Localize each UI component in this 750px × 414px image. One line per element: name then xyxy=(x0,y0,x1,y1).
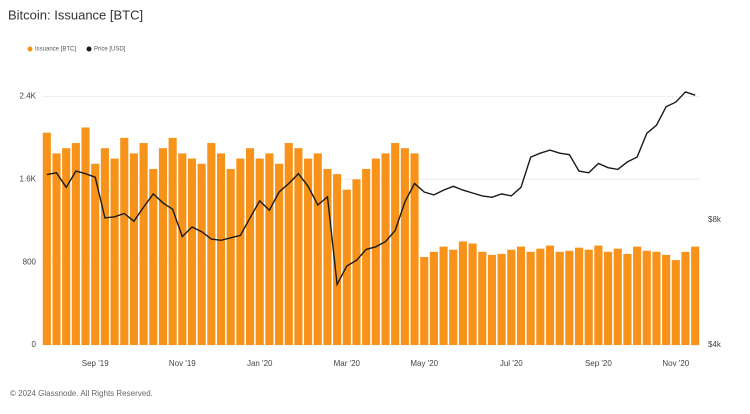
bar xyxy=(662,254,671,345)
x-tick-label: Nov '20 xyxy=(662,359,689,368)
bar xyxy=(391,143,400,345)
bar xyxy=(304,158,313,345)
x-tick-label: May '20 xyxy=(410,359,438,368)
bar xyxy=(584,249,593,345)
legend-swatch xyxy=(27,46,33,52)
bar xyxy=(245,148,255,345)
bar xyxy=(333,174,342,345)
y2-tick-label: $8k xyxy=(708,215,722,224)
bar xyxy=(623,253,632,345)
bar xyxy=(507,249,516,345)
bar xyxy=(420,256,429,345)
bar xyxy=(187,158,197,345)
bar xyxy=(226,168,235,345)
bar xyxy=(497,253,506,345)
bar xyxy=(158,148,168,345)
bar xyxy=(42,132,51,345)
bar xyxy=(536,248,545,345)
bar xyxy=(265,153,274,345)
bar xyxy=(642,250,651,345)
bar xyxy=(207,143,216,345)
bar xyxy=(275,163,284,345)
bar xyxy=(671,260,680,345)
bar xyxy=(139,143,148,345)
bar xyxy=(149,168,158,345)
bar xyxy=(100,148,109,345)
bar xyxy=(52,153,61,345)
bar xyxy=(633,246,642,345)
bar xyxy=(62,148,71,345)
bar xyxy=(313,153,322,345)
bar xyxy=(613,248,622,345)
bar xyxy=(681,251,690,345)
bar xyxy=(516,246,526,345)
x-tick-label: Sep '20 xyxy=(585,359,612,368)
footer: © 2024 Glassnode. All Rights Reserved. xyxy=(10,389,153,398)
bar xyxy=(197,163,206,345)
bar xyxy=(449,249,458,345)
x-tick-label: Nov '19 xyxy=(169,359,196,368)
bar xyxy=(429,251,438,345)
bar xyxy=(487,254,497,345)
bar xyxy=(216,153,226,345)
y-tick-label: 0 xyxy=(32,340,37,349)
bar xyxy=(294,148,303,345)
bar xyxy=(594,245,603,345)
price-line xyxy=(46,91,696,287)
x-tick-label: Jan '20 xyxy=(247,359,273,368)
bar xyxy=(129,153,138,345)
x-tick-label: Jul '20 xyxy=(500,359,523,368)
bar xyxy=(71,143,80,345)
bar xyxy=(526,251,535,345)
x-tick-label: Mar '20 xyxy=(334,359,361,368)
bar xyxy=(400,148,409,345)
bar xyxy=(168,137,177,345)
bar xyxy=(468,243,477,345)
y-tick-label: 2.4K xyxy=(20,92,37,101)
y-tick-label: 1.6K xyxy=(20,174,37,183)
y-tick-label: 800 xyxy=(23,257,37,266)
bar xyxy=(691,246,700,345)
bar xyxy=(91,163,100,345)
bar xyxy=(236,158,245,345)
bar xyxy=(120,137,129,345)
chart-title: Bitcoin: Issuance [BTC] xyxy=(8,7,143,22)
bar xyxy=(478,251,487,345)
bar xyxy=(574,247,584,345)
bar xyxy=(439,246,448,345)
bar xyxy=(178,153,187,345)
bar xyxy=(362,168,371,345)
bar xyxy=(410,153,419,345)
bar xyxy=(110,158,119,345)
bar xyxy=(545,245,555,345)
bar xyxy=(371,158,380,345)
legend-label: Price [USD] xyxy=(94,47,126,53)
bar xyxy=(652,251,661,345)
bar xyxy=(458,241,467,345)
bar xyxy=(604,251,613,345)
bar xyxy=(381,153,390,345)
bar xyxy=(323,168,332,345)
legend-label: Issuance [BTC] xyxy=(35,47,76,53)
bar xyxy=(555,251,564,345)
bar xyxy=(255,158,264,345)
bar xyxy=(81,127,90,345)
bar xyxy=(284,143,293,345)
bar xyxy=(352,179,361,345)
y2-tick-label: $4k xyxy=(708,340,722,349)
legend-swatch xyxy=(86,46,92,52)
bar xyxy=(565,250,574,345)
x-tick-label: Sep '19 xyxy=(82,359,109,368)
